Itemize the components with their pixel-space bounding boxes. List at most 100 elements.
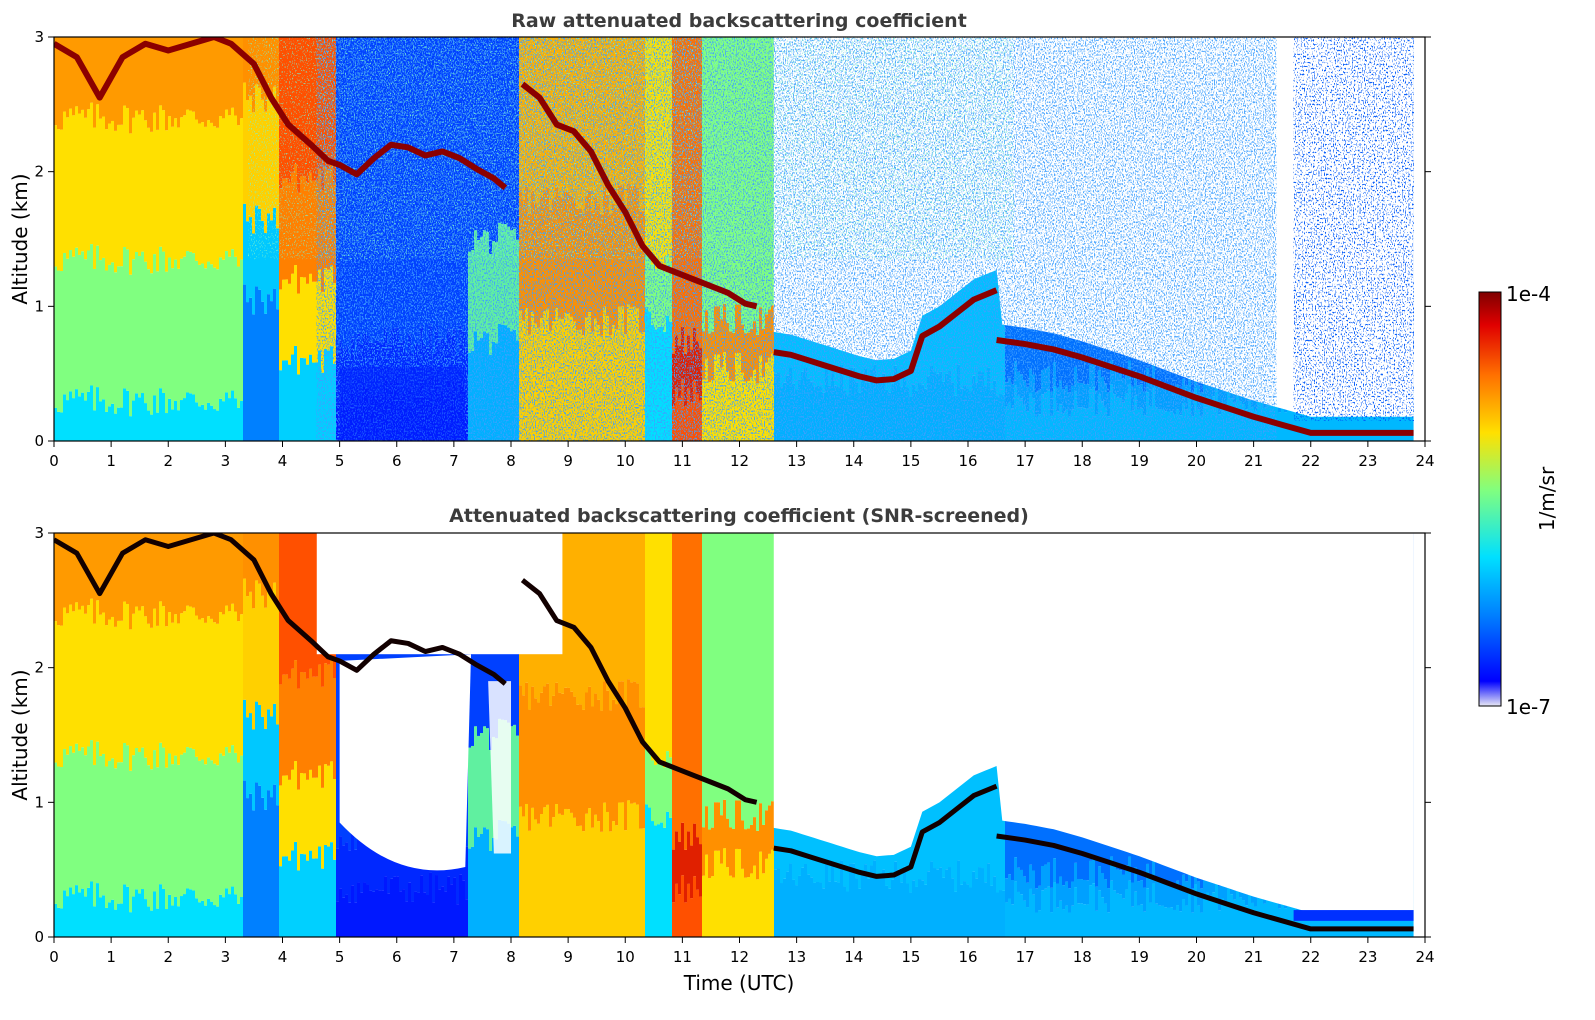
profile-cell <box>918 879 922 937</box>
profile-cell <box>612 821 616 937</box>
profile-cell <box>93 623 97 765</box>
profile-cell <box>207 533 211 617</box>
profile-cell <box>177 764 181 907</box>
cloud-layer-line <box>773 783 998 879</box>
profile-cell <box>495 839 499 937</box>
profile-cell <box>540 814 544 937</box>
profile-cell <box>1110 856 1114 881</box>
profile-cell <box>228 894 232 937</box>
profile-cell <box>75 106 79 248</box>
profile-cell <box>57 270 61 412</box>
profile-cell <box>102 895 106 937</box>
profile-cell <box>288 860 292 937</box>
profile-cell <box>72 256 76 399</box>
profile-cell <box>771 849 775 937</box>
profile-cell <box>120 266 124 408</box>
profile-cell <box>327 765 331 847</box>
profile-cell <box>189 533 193 607</box>
profile-cell <box>246 533 250 597</box>
y-tick-label: 2 <box>34 659 44 677</box>
profile-cell <box>1017 867 1021 892</box>
profile-cell <box>105 907 109 937</box>
profile-cell <box>225 109 229 252</box>
profile-cell <box>570 691 574 813</box>
profile-cell <box>192 394 196 441</box>
profile-cell <box>603 681 607 803</box>
profile-cell <box>240 533 244 615</box>
profile-cell <box>210 760 214 902</box>
profile-cell <box>186 109 190 252</box>
profile-cell <box>780 883 784 937</box>
profile-cell <box>180 896 184 937</box>
profile-cell <box>519 806 523 937</box>
profile-cell <box>567 809 571 937</box>
profile-cell <box>249 533 253 592</box>
profile-cell <box>285 360 289 441</box>
profile-cell <box>63 533 67 608</box>
profile-cell <box>171 268 175 410</box>
profile-cell <box>93 127 97 269</box>
profile-cell <box>1014 857 1018 882</box>
profile-cell <box>102 116 106 258</box>
profile-cell <box>711 533 715 828</box>
profile-cell <box>66 533 70 614</box>
profile-cell <box>291 668 295 770</box>
profile-cell <box>606 533 610 691</box>
profile-cell <box>216 37 220 128</box>
profile-cell <box>963 881 967 937</box>
profile-cell <box>297 688 301 790</box>
profile-cell <box>690 533 694 846</box>
profile-cell <box>261 595 265 717</box>
y-tick-label: 0 <box>34 928 44 946</box>
profile-cell <box>96 104 100 246</box>
profile-cell <box>645 743 649 805</box>
profile-cell <box>354 902 358 937</box>
profile-cell <box>192 749 196 891</box>
profile-cell <box>102 257 106 400</box>
profile-cell <box>102 37 106 117</box>
profile-cell <box>1401 411 1405 441</box>
profile-cell <box>75 885 79 937</box>
profile-cell <box>156 625 160 768</box>
x-tick-label: 12 <box>730 948 749 966</box>
profile-cell <box>414 891 418 937</box>
profile-cell <box>117 903 121 937</box>
profile-cell <box>306 779 310 861</box>
profile-cell <box>309 354 313 441</box>
profile-cell <box>1158 905 1162 937</box>
profile-cell <box>531 807 535 937</box>
y-axis-label: Altitude (km) <box>8 173 32 304</box>
profile-cell <box>84 896 88 937</box>
profile-cell <box>90 533 94 599</box>
profile-cell <box>258 704 262 786</box>
profile-cell <box>66 400 70 441</box>
profile-cell <box>84 259 88 401</box>
profile-cell <box>255 533 259 581</box>
profile-cell <box>453 877 457 937</box>
profile-cell <box>765 533 769 811</box>
profile-cell <box>348 850 352 903</box>
profile-cell <box>225 888 229 937</box>
profile-cell <box>177 410 181 441</box>
profile-cell <box>522 695 526 817</box>
profile-cell <box>273 288 277 441</box>
profile-cell <box>387 840 391 894</box>
profile-cell <box>249 591 253 714</box>
profile-cell <box>99 118 103 261</box>
profile-cell <box>120 124 124 267</box>
profile-cell <box>270 220 274 302</box>
profile-cell <box>1377 414 1381 441</box>
profile-cell <box>768 533 772 806</box>
profile-cell <box>66 613 70 755</box>
profile-cell <box>168 37 172 117</box>
profile-cell <box>240 37 244 119</box>
profile-cell <box>1278 908 1282 937</box>
profile-cell <box>573 533 577 697</box>
profile-cell <box>717 533 721 803</box>
profile-cell <box>192 533 196 608</box>
profile-cell <box>60 129 64 272</box>
profile-cell <box>96 600 100 742</box>
profile-cell <box>204 37 208 127</box>
profile-cell <box>1182 899 1186 937</box>
profile-cell <box>63 37 67 112</box>
